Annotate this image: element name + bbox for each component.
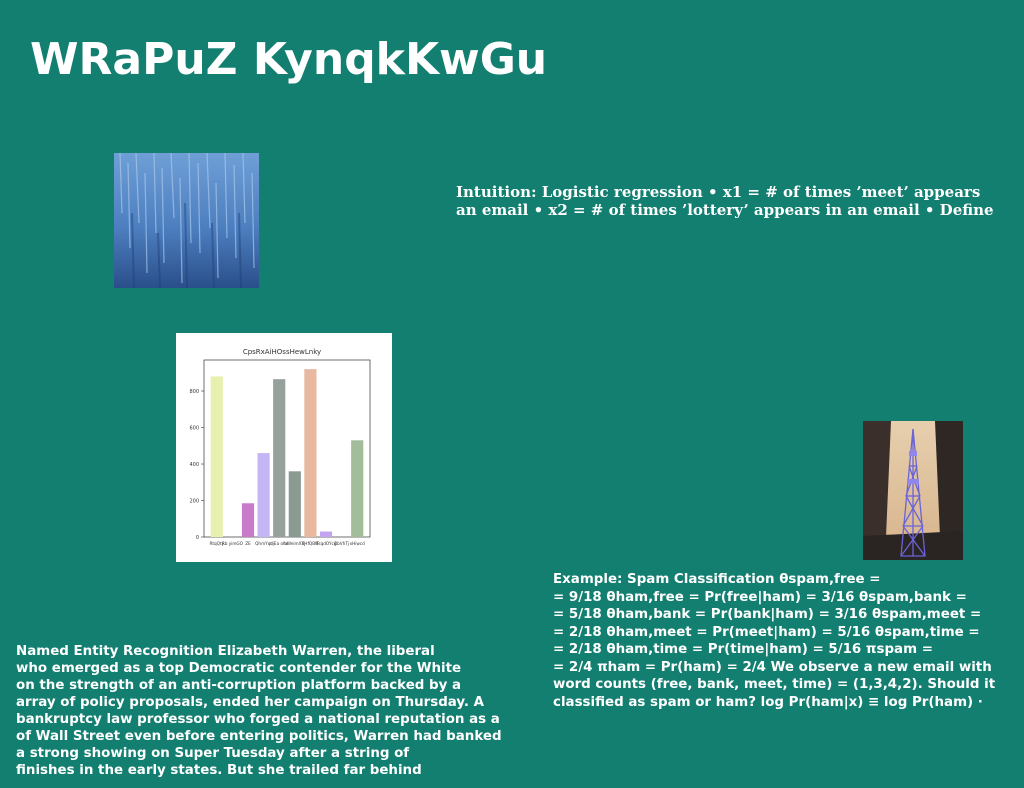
page-title: WRaPuZ KynqkKwGu bbox=[30, 34, 548, 85]
x-tick-label: SHfQBtF bbox=[302, 541, 320, 546]
ner-text: Named Entity Recognition Elizabeth Warre… bbox=[16, 643, 546, 788]
x-tick-label: ZE bbox=[245, 541, 251, 546]
ner-line: a strong showing on Super Tuesday after … bbox=[16, 746, 410, 761]
bar bbox=[273, 379, 286, 537]
ner-line: bankruptcy law professor who forged a na… bbox=[16, 712, 500, 727]
example-line: = 2/18 θham,time = Pr(time|ham) = 5/16 π… bbox=[553, 642, 933, 657]
ner-line: who emerged as a top Democratic contende… bbox=[16, 661, 462, 676]
bars bbox=[210, 369, 364, 537]
y-tick-label: 600 bbox=[189, 426, 199, 432]
plot-frame bbox=[203, 359, 371, 538]
bar bbox=[210, 376, 223, 537]
bar bbox=[288, 471, 301, 537]
x-tick-label: QhmYqt bbox=[255, 541, 272, 546]
y-tick-label: 0 bbox=[196, 535, 199, 541]
ner-line: array of policy proposals, ended her cam… bbox=[16, 695, 485, 710]
tower-photo bbox=[863, 421, 963, 560]
bar bbox=[257, 453, 270, 537]
intuition-text: Intuition: Logistic regression • x1 = # … bbox=[456, 183, 1024, 219]
example-line: = 9/18 θham,free = Pr(free|ham) = 3/16 θ… bbox=[553, 589, 967, 605]
ner-line: on the strength of an anti-corruption pl… bbox=[16, 678, 462, 693]
x-tick-label: xHiwcd bbox=[350, 541, 366, 546]
example-line: classified as spam or ham? log Pr(ham|x)… bbox=[553, 694, 983, 710]
x-tick-label: Rb yimGO bbox=[222, 541, 244, 546]
x-tick-label: djEa ohe bbox=[270, 541, 289, 546]
intuition-line: an email • x2 = # of times ’lottery’ app… bbox=[456, 201, 994, 219]
example-line: = 5/18 θham,bank = Pr(bank|ham) = 3/16 θ… bbox=[553, 607, 982, 622]
y-tick-label: 800 bbox=[189, 389, 199, 395]
x-tick-label: RtqQty bbox=[209, 541, 224, 546]
y-tick-label: 200 bbox=[189, 499, 199, 505]
example-text: Example: Spam Classification θspam,free … bbox=[553, 571, 1024, 711]
x-tick-label: bWeimXYJ bbox=[284, 541, 305, 546]
y-tick-label: 400 bbox=[189, 462, 199, 468]
chart-title: CpsRxAiHOssHewLnky bbox=[243, 348, 321, 356]
bar bbox=[304, 369, 317, 537]
rain-photo bbox=[114, 153, 259, 288]
y-axis: 0 200 400 600 800 bbox=[189, 389, 204, 541]
ner-line: finishes in the early states. But she tr… bbox=[16, 763, 422, 778]
bar-chart: CpsRxAiHOssHewLnky 0 200 400 600 800 RtqQty R… bbox=[176, 333, 392, 562]
example-line: = 2/18 θham,meet = Pr(meet|ham) = 5/16 θ… bbox=[553, 624, 980, 640]
example-line: Example: Spam Classification θspam,free … bbox=[553, 572, 881, 587]
intuition-line: Intuition: Logistic regression • x1 = # … bbox=[456, 183, 981, 201]
bar bbox=[351, 440, 364, 537]
x-tick-label: RbVhTj bbox=[334, 541, 349, 546]
bar bbox=[241, 503, 255, 537]
ner-line: Named Entity Recognition Elizabeth Warre… bbox=[16, 644, 435, 659]
bar bbox=[319, 531, 333, 537]
ner-line: of Wall Street even before entering poli… bbox=[16, 729, 502, 744]
example-line: word counts (free, bank, meet, time) = (… bbox=[553, 677, 996, 692]
x-tick-label: RsqdOYcg bbox=[316, 541, 337, 546]
example-line: = 2/4 πham = Pr(ham) = 2/4 We observe a … bbox=[553, 659, 992, 675]
